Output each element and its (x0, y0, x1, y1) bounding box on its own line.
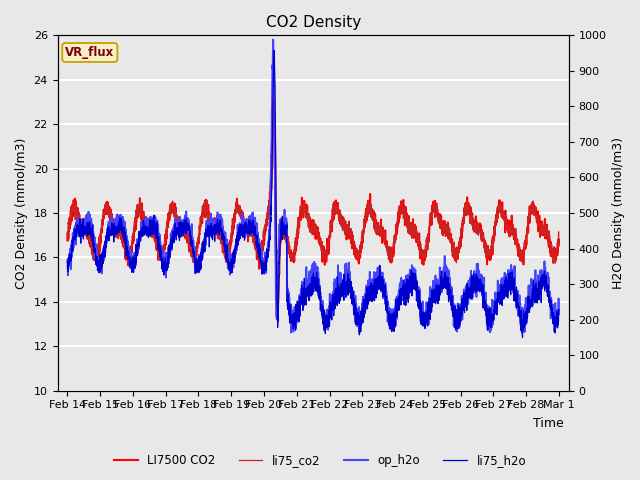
op_h2o (555, 311, 563, 317)
Line: li75_co2: li75_co2 (67, 112, 559, 320)
op_h2o (273, 301, 281, 307)
LI7500 CO2 (273, 314, 280, 320)
li75_h2o (270, 48, 278, 53)
X-axis label: Time: Time (533, 417, 564, 431)
op_h2o (120, 222, 127, 228)
li75_co2 (120, 242, 127, 248)
li75_co2 (555, 238, 563, 243)
Title: CO2 Density: CO2 Density (266, 15, 361, 30)
Y-axis label: CO2 Density (mmol/m3): CO2 Density (mmol/m3) (15, 137, 28, 288)
LI7500 CO2 (252, 243, 260, 249)
LI7500 CO2 (274, 307, 282, 312)
li75_co2 (63, 234, 71, 240)
li75_h2o (546, 297, 554, 303)
li75_co2 (271, 109, 278, 115)
LI7500 CO2 (269, 97, 277, 103)
Line: li75_h2o: li75_h2o (67, 50, 559, 337)
LI7500 CO2 (120, 244, 127, 250)
li75_h2o (273, 306, 281, 312)
Y-axis label: H2O Density (mmol/m3): H2O Density (mmol/m3) (612, 137, 625, 289)
op_h2o (269, 36, 277, 42)
li75_h2o (120, 225, 127, 230)
li75_h2o (518, 335, 526, 340)
LI7500 CO2 (555, 237, 563, 242)
LI7500 CO2 (546, 238, 554, 243)
op_h2o (546, 290, 554, 296)
li75_co2 (273, 290, 281, 296)
li75_h2o (555, 307, 563, 313)
li75_h2o (493, 302, 500, 308)
op_h2o (63, 257, 71, 263)
op_h2o (252, 226, 260, 232)
li75_co2 (274, 317, 282, 323)
Line: op_h2o: op_h2o (67, 39, 559, 333)
Legend: LI7500 CO2, li75_co2, op_h2o, li75_h2o: LI7500 CO2, li75_co2, op_h2o, li75_h2o (109, 449, 531, 472)
li75_co2 (148, 224, 156, 230)
li75_co2 (252, 244, 260, 250)
op_h2o (287, 330, 295, 336)
LI7500 CO2 (148, 233, 156, 239)
li75_h2o (148, 227, 156, 232)
li75_co2 (493, 212, 500, 218)
LI7500 CO2 (493, 220, 500, 226)
op_h2o (493, 307, 500, 313)
Line: LI7500 CO2: LI7500 CO2 (67, 100, 559, 317)
li75_co2 (546, 243, 554, 249)
li75_h2o (63, 263, 71, 269)
li75_h2o (252, 234, 260, 240)
LI7500 CO2 (63, 230, 71, 236)
Text: VR_flux: VR_flux (65, 46, 115, 59)
op_h2o (148, 218, 156, 224)
